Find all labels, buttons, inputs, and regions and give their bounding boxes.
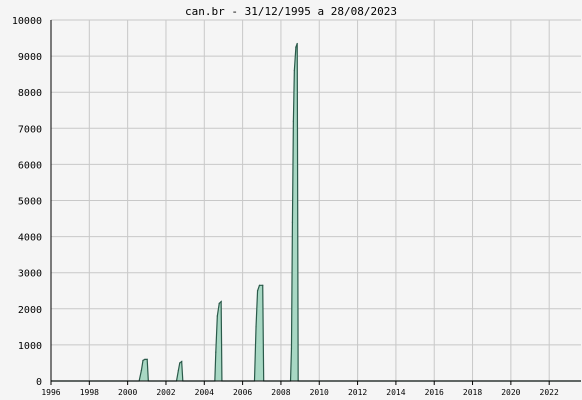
x-tick-label: 2008 (271, 388, 290, 397)
data-point (179, 362, 181, 364)
chart-title: can.br - 31/12/1995 a 28/08/2023 (185, 5, 397, 18)
x-tick-label: 2010 (310, 388, 329, 397)
x-tick-label: 2018 (463, 388, 482, 397)
data-point (296, 42, 298, 45)
series-line (51, 43, 581, 382)
data-point (144, 358, 146, 360)
data-point (258, 284, 261, 286)
data-point (255, 326, 257, 328)
data-point (291, 221, 294, 223)
x-tick-label: 2020 (501, 388, 520, 397)
data-point (181, 360, 183, 363)
y-tick-label: 6000 (18, 160, 42, 171)
data-point (295, 46, 297, 48)
y-tick-label: 10000 (12, 16, 42, 27)
x-tick-label: 2000 (118, 388, 137, 397)
x-tick-label: 1998 (80, 388, 99, 397)
y-tick-label: 1000 (18, 341, 42, 352)
x-tick-label: 2002 (156, 388, 175, 397)
y-tick-label: 7000 (18, 124, 42, 135)
x-tick-label: 2016 (425, 388, 444, 397)
data-point (293, 69, 295, 72)
data-point (262, 284, 264, 286)
data-point (177, 369, 180, 371)
data-point (256, 290, 259, 292)
data-point (290, 347, 293, 350)
data-point (292, 120, 294, 122)
data-point (142, 359, 144, 362)
x-tick-label: 2004 (195, 388, 214, 397)
data-point (146, 358, 148, 360)
series-area (51, 43, 581, 382)
data-point (140, 369, 143, 371)
data-point (218, 302, 220, 304)
y-tick-label: 0 (36, 377, 42, 388)
y-tick-label: 5000 (18, 197, 42, 208)
x-tick-label: 2014 (386, 388, 405, 397)
y-tick-label: 4000 (18, 233, 42, 244)
y-tick-label: 8000 (18, 88, 42, 99)
y-tick-label: 3000 (18, 269, 42, 280)
x-tick-label: 2012 (348, 388, 367, 397)
data-point (220, 300, 222, 303)
y-tick-label: 9000 (18, 52, 42, 63)
x-tick-label: 1996 (41, 388, 60, 397)
data-point (215, 351, 217, 353)
x-tick-label: 2006 (233, 388, 252, 397)
data-point (216, 315, 218, 317)
y-tick-label: 2000 (18, 305, 42, 316)
x-tick-label: 2022 (540, 388, 559, 397)
